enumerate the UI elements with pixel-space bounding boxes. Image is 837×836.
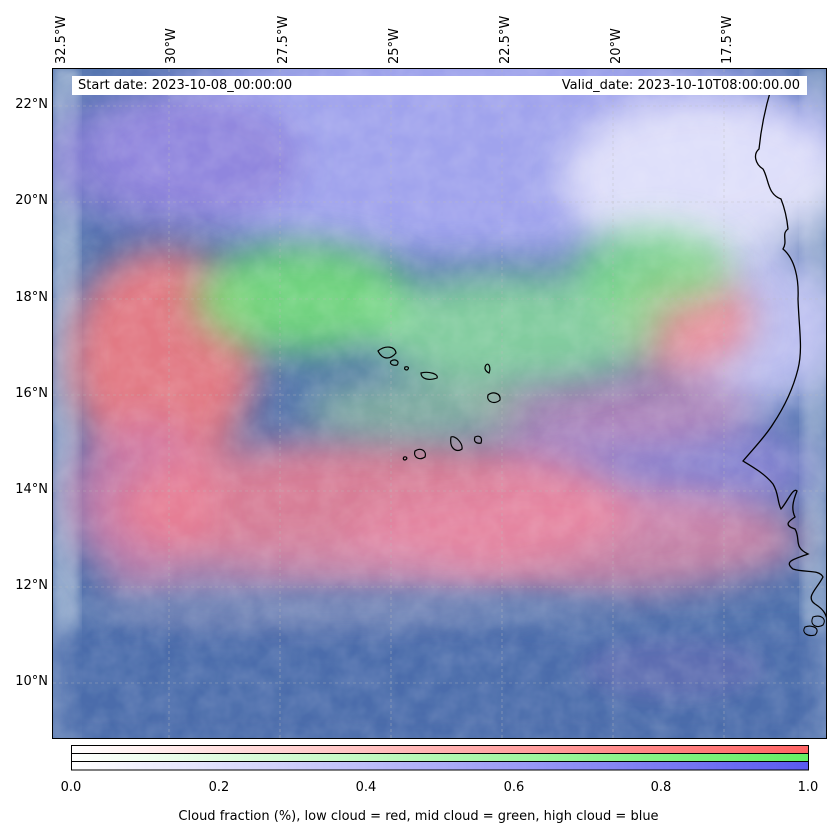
- colorbar-tick: 0.2: [208, 780, 230, 795]
- colorbar-tick: 1.0: [797, 780, 819, 795]
- lat-label: 10°N: [15, 674, 48, 689]
- lon-label: 17.5°W: [720, 15, 735, 64]
- colorbar-tick: 0.4: [355, 780, 377, 795]
- lat-label: 18°N: [15, 290, 48, 305]
- colorbar-low: [71, 745, 809, 754]
- colorbar-tick: 0.6: [503, 780, 525, 795]
- colorbar-mid: [71, 753, 809, 762]
- lon-label: 22.5°W: [498, 15, 513, 64]
- cloud-fraction-map: [52, 68, 827, 739]
- gridlines: [53, 69, 826, 738]
- colorbar-high: [71, 761, 809, 771]
- lat-label: 16°N: [15, 386, 48, 401]
- map-canvas: [53, 69, 826, 738]
- cloud-texture: [53, 69, 826, 738]
- date-info-bar: Start date: 2023-10-08_00:00:00 Valid_da…: [72, 76, 807, 95]
- coast-island: [803, 625, 818, 637]
- lat-label: 22°N: [15, 97, 48, 112]
- coast-island: [811, 615, 825, 628]
- colorbar-tick: 0.8: [650, 780, 672, 795]
- valid-date: Valid_date: 2023-10-10T08:00:00.00: [561, 78, 800, 93]
- start-date: Start date: 2023-10-08_00:00:00: [78, 78, 293, 93]
- lon-label: 20°W: [609, 28, 624, 64]
- colorbar-label: Cloud fraction (%), low cloud = red, mid…: [178, 809, 659, 824]
- lon-label: 27.5°W: [276, 15, 291, 64]
- lon-label: 30°W: [164, 28, 179, 64]
- lon-label: 25°W: [387, 28, 402, 64]
- lon-label: 32.5°W: [54, 15, 69, 64]
- colorbar: [71, 745, 809, 771]
- colorbar-tick: 0.0: [60, 780, 82, 795]
- lat-label: 12°N: [15, 578, 48, 593]
- africa-coastline: [742, 88, 826, 619]
- lat-label: 14°N: [15, 482, 48, 497]
- cape-verde-islands: [377, 346, 501, 461]
- lat-label: 20°N: [15, 193, 48, 208]
